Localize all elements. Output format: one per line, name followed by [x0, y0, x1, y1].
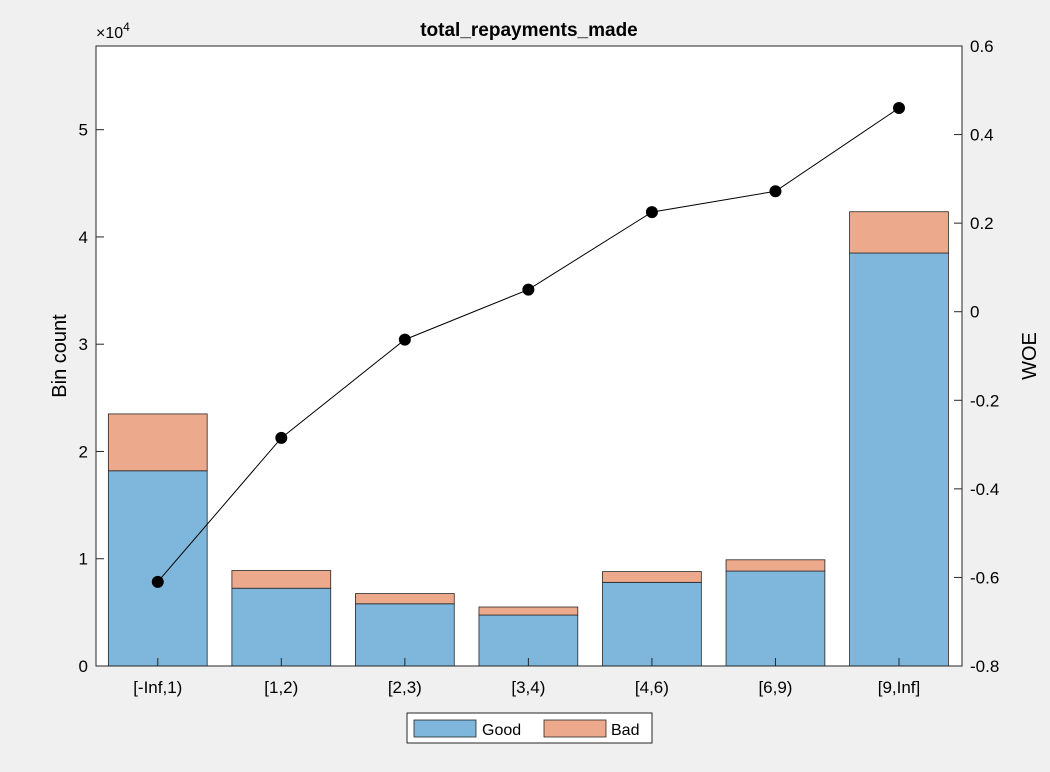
woe-layer [151, 102, 905, 588]
legend-label-good: Good [482, 722, 521, 739]
woe-point-6 [892, 102, 905, 114]
bar-good-0 [107, 470, 208, 667]
left-tick-label-0: 0 [79, 657, 88, 676]
x-tick-label-6: [9,Inf] [878, 678, 921, 697]
bars [107, 211, 949, 667]
bar-good-5 [725, 570, 826, 667]
right-tick-label-2: -0.4 [970, 480, 999, 499]
axis-multiplier-base: ×10 [96, 25, 123, 42]
bar-bad-2 [355, 593, 455, 605]
right-tick-label-3: -0.2 [970, 391, 999, 410]
bar-bad-6 [849, 211, 949, 254]
plot-area [96, 46, 962, 666]
legend: Good Bad [406, 712, 653, 744]
woe-point-2 [398, 333, 411, 346]
right-axis-label: WOE [1019, 332, 1041, 380]
right-axis: -0.8 -0.6 -0.4 -0.2 0 0.2 0.4 0.6 [954, 37, 999, 676]
bar-bad-0 [107, 413, 208, 472]
legend-swatch-good [413, 719, 477, 738]
bar-bad-1 [231, 570, 332, 589]
right-tick-label-0: -0.8 [970, 657, 999, 676]
bar-good-6 [849, 252, 949, 667]
left-tick-label-4: 4 [79, 228, 88, 247]
bar-good-4 [602, 581, 702, 667]
right-tick-label-5: 0.2 [970, 214, 994, 233]
right-tick-label-4: 0 [970, 303, 979, 322]
left-tick-label-5: 5 [79, 121, 88, 140]
bar-good-2 [355, 603, 455, 667]
x-tick-label-4: [4,6) [635, 678, 669, 697]
left-tick-label-1: 1 [79, 550, 88, 569]
right-tick-label-1: -0.6 [970, 568, 999, 587]
x-tick-label-2: [2,3) [388, 678, 422, 697]
bar-bad-5 [725, 559, 826, 572]
chart-title: total_repayments_made [420, 20, 638, 41]
woe-point-0 [151, 575, 164, 588]
x-tick-label-5: [6,9) [758, 678, 792, 697]
bar-good-1 [231, 587, 332, 667]
woe-point-3 [522, 283, 535, 296]
bar-bad-4 [602, 571, 702, 583]
axis-multiplier: ×104 [96, 20, 130, 42]
left-tick-label-2: 2 [79, 442, 88, 461]
x-tick-label-0: [-Inf,1) [133, 678, 182, 697]
woe-point-5 [769, 185, 782, 198]
right-tick-label-6: 0.4 [970, 126, 994, 145]
legend-swatch-bad [543, 719, 607, 738]
x-tick-label-1: [1,2) [264, 678, 298, 697]
woe-point-4 [645, 206, 658, 219]
woe-point-1 [275, 431, 288, 444]
legend-label-bad: Bad [611, 722, 639, 739]
axis-multiplier-exponent: 4 [123, 20, 130, 34]
left-axis: 0 1 2 3 4 5 [79, 121, 104, 676]
right-tick-label-7: 0.6 [970, 37, 994, 56]
left-tick-label-3: 3 [79, 335, 88, 354]
bar-bad-3 [478, 606, 579, 616]
x-tick-label-3: [3,4) [511, 678, 545, 697]
left-axis-label: Bin count [49, 314, 71, 398]
x-axis: [-Inf,1) [1,2) [2,3) [3,4) [4,6) [6,9) [9,Inf] [133, 658, 920, 697]
axes-box [95, 45, 963, 667]
